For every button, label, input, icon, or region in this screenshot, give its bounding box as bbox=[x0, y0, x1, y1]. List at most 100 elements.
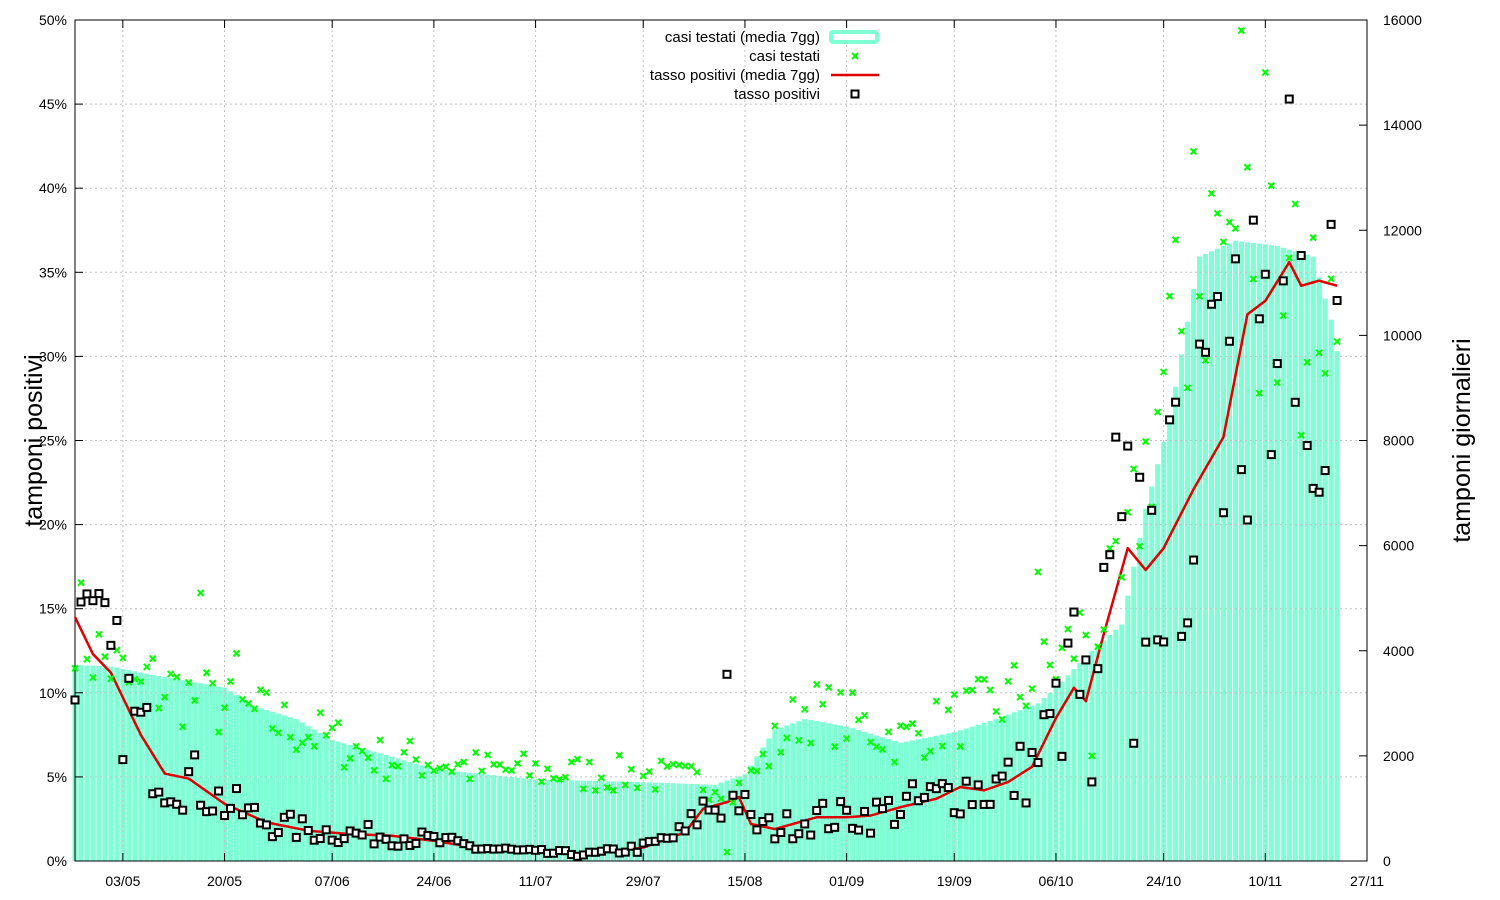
point-tested-stroke bbox=[400, 748, 408, 757]
bar-tested-avg bbox=[1220, 246, 1227, 861]
point-tested-stroke bbox=[1213, 209, 1222, 217]
point-rate bbox=[106, 640, 116, 650]
bar-tested-avg bbox=[557, 780, 563, 861]
point-tested-stroke bbox=[478, 767, 486, 775]
point-tested-stroke bbox=[956, 742, 964, 751]
bar-tested-avg bbox=[281, 715, 287, 861]
y-tick-label: 15% bbox=[39, 601, 67, 617]
bar-tested-avg bbox=[598, 781, 604, 861]
bar-tested-avg bbox=[1304, 254, 1310, 861]
point-tested bbox=[627, 765, 635, 773]
point-tested bbox=[633, 784, 641, 792]
x-tick-label: 11/07 bbox=[519, 873, 553, 889]
point-tested-stroke bbox=[137, 677, 145, 686]
point-tested-stroke bbox=[801, 705, 809, 713]
point-tested-stroke bbox=[986, 686, 994, 694]
point-tested-stroke bbox=[489, 760, 498, 769]
bar-tested-avg bbox=[1083, 656, 1089, 861]
bar-tested-avg bbox=[1232, 240, 1238, 861]
point-tested-stroke bbox=[340, 763, 348, 771]
point-tested bbox=[394, 762, 402, 771]
point-tested bbox=[597, 774, 606, 782]
point-tested bbox=[836, 688, 845, 697]
point-tested-stroke bbox=[1171, 236, 1180, 244]
point-rate bbox=[680, 826, 690, 836]
point-rate bbox=[118, 755, 128, 765]
point-tested bbox=[693, 768, 701, 776]
y2-tick-label: 0 bbox=[1383, 853, 1391, 869]
point-tested-stroke bbox=[454, 760, 462, 769]
point-tested bbox=[1231, 224, 1240, 233]
bar-tested-avg bbox=[287, 717, 293, 861]
bar-tested-avg bbox=[479, 773, 485, 861]
bar-tested-avg bbox=[844, 726, 850, 861]
point-tested bbox=[950, 690, 958, 699]
point-tested bbox=[1016, 693, 1024, 701]
point-tested-stroke bbox=[591, 786, 600, 795]
point-tested bbox=[609, 786, 618, 795]
point-rate bbox=[1314, 487, 1324, 497]
point-tested bbox=[872, 742, 881, 751]
point-tested-stroke bbox=[567, 758, 576, 766]
point-rate bbox=[285, 809, 295, 819]
point-tested bbox=[1153, 408, 1162, 416]
y-tick-label: 25% bbox=[39, 433, 67, 449]
point-tested bbox=[507, 766, 516, 775]
bar-tested-avg bbox=[347, 745, 353, 861]
bar-tested-avg bbox=[957, 730, 963, 861]
point-tested bbox=[166, 670, 175, 678]
bar-tested-avg bbox=[263, 710, 269, 861]
point-tested bbox=[442, 762, 450, 771]
point-tested bbox=[1297, 431, 1305, 439]
point-rate bbox=[728, 790, 738, 800]
y-tick-label: 50% bbox=[39, 12, 67, 28]
point-tested-stroke bbox=[890, 758, 899, 766]
point-tested-stroke bbox=[1231, 224, 1240, 233]
bar-tested-avg bbox=[293, 719, 299, 861]
point-tested-stroke bbox=[753, 767, 761, 775]
y2-tick-label: 4000 bbox=[1383, 643, 1414, 659]
point-rate bbox=[1129, 738, 1139, 748]
point-tested bbox=[1273, 378, 1281, 387]
point-tested bbox=[107, 674, 115, 683]
bar-tested-avg bbox=[389, 756, 395, 861]
point-tested-stroke bbox=[424, 761, 432, 769]
point-tested-stroke bbox=[735, 779, 743, 787]
point-tested bbox=[83, 655, 91, 663]
point-tested-stroke bbox=[926, 747, 935, 755]
point-tested-stroke bbox=[208, 679, 217, 687]
bar-tested-avg bbox=[377, 753, 383, 861]
bar-tested-avg bbox=[251, 706, 258, 861]
point-tested bbox=[1130, 465, 1138, 473]
y2-tick-label: 2000 bbox=[1383, 748, 1414, 764]
point-tested-stroke bbox=[119, 654, 127, 662]
point-tested-stroke bbox=[77, 579, 85, 587]
point-tested bbox=[639, 772, 647, 780]
point-tested-stroke bbox=[1028, 684, 1036, 693]
point-tested bbox=[1291, 200, 1299, 208]
point-tested bbox=[178, 722, 187, 731]
point-tested bbox=[202, 669, 211, 677]
point-rate bbox=[1069, 607, 1079, 617]
point-tested bbox=[860, 711, 869, 720]
point-tested bbox=[789, 695, 797, 704]
bar-tested-avg bbox=[778, 727, 784, 861]
bar-tested-avg bbox=[1011, 712, 1017, 861]
point-tested-stroke bbox=[783, 734, 791, 742]
point-tested-stroke bbox=[968, 686, 976, 694]
point-tested bbox=[1040, 637, 1048, 646]
bar-tested-avg bbox=[168, 678, 174, 861]
point-tested bbox=[537, 777, 546, 786]
point-tested-stroke bbox=[161, 693, 169, 701]
bar-tested-avg bbox=[425, 767, 431, 861]
bar-tested-avg bbox=[592, 780, 598, 861]
point-tested-stroke bbox=[902, 723, 911, 731]
x-tick-label: 03/05 bbox=[105, 873, 140, 889]
bar-tested-avg bbox=[724, 780, 730, 861]
bar-tested-avg bbox=[1029, 705, 1035, 861]
point-rate bbox=[800, 819, 810, 829]
point-tested-stroke bbox=[585, 758, 594, 766]
bar-tested-avg bbox=[1119, 624, 1125, 861]
point-rate bbox=[321, 825, 331, 835]
point-tested bbox=[1303, 358, 1311, 366]
